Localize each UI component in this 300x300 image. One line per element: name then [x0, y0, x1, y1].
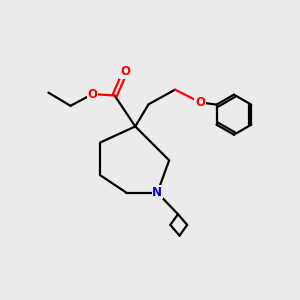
Text: N: N — [152, 186, 162, 199]
Text: O: O — [88, 88, 98, 100]
Text: O: O — [195, 96, 205, 109]
Text: O: O — [120, 65, 130, 79]
